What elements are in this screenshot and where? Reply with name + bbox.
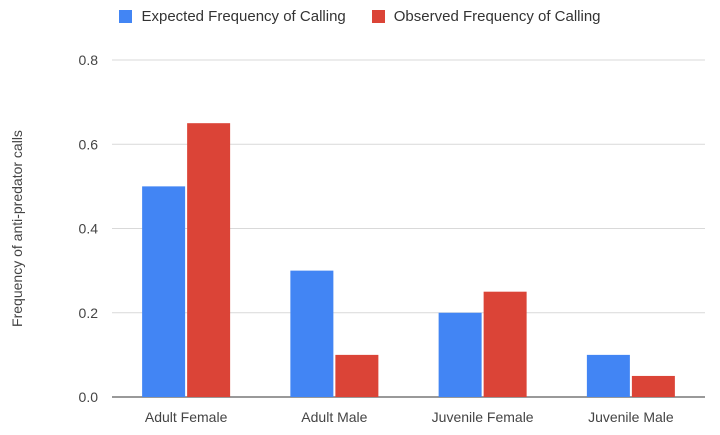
bar-expected-juvenile-female[interactable]: [438, 312, 482, 397]
legend-label-observed: Observed Frequency of Calling: [393, 8, 601, 25]
y-tick-label: 0.4: [79, 221, 99, 237]
x-tick-label: Juvenile Male: [588, 409, 674, 425]
bar-observed-juvenile-male[interactable]: [631, 375, 675, 397]
bar-observed-adult-male[interactable]: [335, 354, 379, 397]
y-axis-title: Frequency of anti-predator calls: [9, 130, 25, 327]
bar-expected-adult-female[interactable]: [142, 186, 186, 397]
legend-item-observed[interactable]: Observed Frequency of Calling: [371, 8, 601, 25]
x-tick-label: Adult Male: [301, 409, 367, 425]
bar-expected-adult-male[interactable]: [290, 270, 334, 397]
bar-expected-juvenile-male[interactable]: [586, 354, 630, 397]
y-tick-label: 0.8: [79, 52, 99, 68]
legend-swatch-expected: [119, 10, 133, 23]
legend-item-expected[interactable]: Expected Frequency of Calling: [119, 8, 346, 25]
y-tick-label: 0.2: [79, 305, 99, 321]
x-tick-label: Adult Female: [145, 409, 228, 425]
x-tick-label: Juvenile Female: [432, 409, 534, 425]
y-tick-label: 0.0: [79, 389, 99, 405]
bar-observed-adult-female[interactable]: [187, 123, 231, 397]
chart-legend: Expected Frequency of Calling Observed F…: [0, 8, 720, 25]
legend-label-expected: Expected Frequency of Calling: [141, 8, 346, 25]
y-tick-label: 0.6: [79, 136, 99, 152]
bar-observed-juvenile-female[interactable]: [483, 291, 527, 397]
axis-labels: 0.0 0.2 0.4 0.6 0.8 Adult Female Adult Male Juv…: [79, 52, 674, 425]
legend-swatch-observed: [371, 10, 385, 23]
bars: [142, 123, 675, 397]
